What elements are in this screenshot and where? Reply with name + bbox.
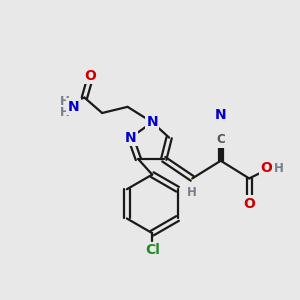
Text: N: N (68, 100, 80, 114)
Text: C: C (216, 134, 225, 146)
Text: Cl: Cl (145, 243, 160, 257)
Text: H: H (187, 186, 197, 199)
Text: O: O (243, 197, 255, 211)
Text: N: N (146, 115, 158, 129)
Text: O: O (85, 69, 97, 83)
Text: H: H (274, 162, 284, 175)
Text: N: N (215, 107, 226, 122)
Text: O: O (260, 161, 272, 176)
Text: N: N (125, 130, 136, 145)
Text: H: H (59, 106, 69, 119)
Text: H: H (59, 95, 69, 108)
